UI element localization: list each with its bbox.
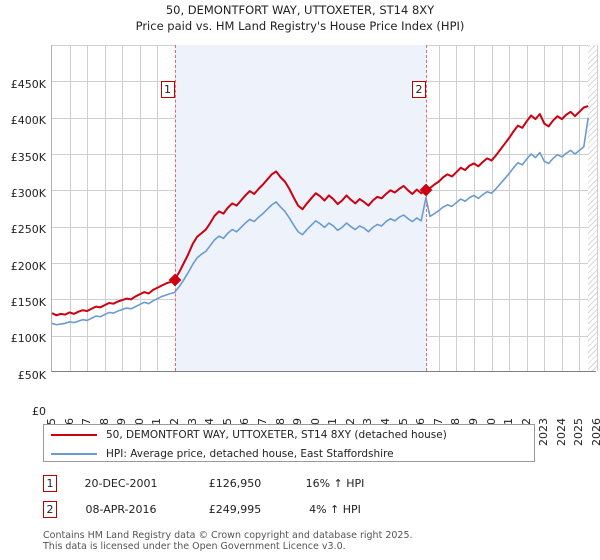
legend-item-price-paid: 50, DEMONTFORT WAY, UTTOXETER, ST14 8XY … — [44, 425, 534, 444]
gridline-vertical — [104, 45, 106, 371]
title-line-1: 50, DEMONTFORT WAY, UTTOXETER, ST14 8XY — [165, 3, 435, 17]
x-axis-tick-label: 2026 — [590, 418, 600, 446]
table-row: 2 08-APR-2016 £249,995 4% ↑ HPI — [43, 496, 543, 522]
gridline-vertical — [544, 45, 546, 371]
gridline-vertical — [139, 45, 141, 371]
gridline-vertical — [597, 45, 598, 371]
forecast-hatched-band — [588, 45, 597, 371]
y-axis-tick-label: £0 — [32, 405, 46, 418]
gridline-vertical — [87, 45, 89, 371]
y-axis-tick-label: £450K — [10, 78, 46, 91]
chart-legend: 50, DEMONTFORT WAY, UTTOXETER, ST14 8XY … — [43, 424, 535, 462]
transactions-table: 1 20-DEC-2001 £126,950 16% ↑ HPI 2 08-AP… — [43, 470, 543, 522]
copyright-footer: Contains HM Land Registry data © Crown c… — [43, 530, 583, 552]
transaction-hpi-1: 16% ↑ HPI — [305, 476, 365, 490]
annotation-marker-1[interactable]: 1 — [160, 81, 175, 98]
footer-line-1: Contains HM Land Registry data © Crown c… — [43, 530, 413, 541]
gridline-vertical — [491, 45, 493, 371]
transaction-hpi-2: 4% ↑ HPI — [309, 502, 361, 516]
gridline-vertical — [122, 45, 124, 371]
gridline-vertical — [438, 45, 440, 371]
transaction-date-2: 08-APR-2016 — [85, 502, 157, 516]
gridline-vertical — [526, 45, 528, 371]
y-axis-tick-label: £150K — [10, 296, 46, 309]
title-line-2: Price paid vs. HM Land Registry's House … — [135, 19, 465, 33]
y-axis-tick-label: £50K — [17, 368, 46, 382]
transaction-price-1: £126,950 — [208, 476, 262, 490]
y-axis-labels: £0 £50K £100K £150K £200K £250K £300K £350K £400… — [0, 40, 600, 418]
legend-label-hpi: HPI: Average price, detached house, East… — [106, 447, 394, 460]
x-axis-tick-label: 2025 — [572, 418, 586, 446]
y-axis-tick-label: £350K — [10, 150, 46, 164]
page-title: 50, DEMONTFORT WAY, UTTOXETER, ST14 8XY … — [0, 2, 600, 34]
transaction-marker-2: 2 — [43, 500, 57, 518]
legend-swatch-price-paid — [51, 433, 97, 436]
y-axis-tick-label: £100K — [10, 332, 46, 346]
gridline-vertical — [509, 45, 511, 371]
series-line-price-paid — [51, 105, 589, 317]
gridline-vertical — [473, 45, 475, 371]
legend-item-hpi: HPI: Average price, detached house, East… — [44, 444, 534, 463]
y-axis-tick-label: £200K — [10, 259, 46, 273]
table-row: 1 20-DEC-2001 £126,950 16% ↑ HPI — [43, 470, 543, 496]
y-axis-tick-label: £400K — [10, 114, 46, 128]
series-lines — [51, 105, 590, 326]
gridline-vertical — [69, 45, 71, 371]
annotation-marker-2[interactable]: 2 — [411, 81, 426, 98]
price-chart: £0 £50K £100K £150K £200K £250K £300K £350K £400… — [0, 40, 600, 446]
legend-swatch-hpi — [51, 452, 97, 455]
series-line-hpi — [51, 117, 590, 326]
gridline-vertical — [157, 45, 159, 371]
annotation-dashed-line-2 — [425, 45, 427, 371]
y-axis-tick-label: £250K — [10, 223, 46, 237]
legend-label-price-paid: 50, DEMONTFORT WAY, UTTOXETER, ST14 8XY … — [106, 428, 447, 441]
y-axis-tick-label: £300K — [10, 187, 46, 200]
gridline-vertical — [561, 45, 563, 371]
gridline-vertical — [579, 45, 581, 371]
x-axis-tick-label: 2023 — [537, 418, 551, 446]
footer-line-2: This data is licensed under the Open Gov… — [43, 541, 346, 552]
transaction-marker-1: 1 — [43, 474, 57, 492]
x-axis-tick-label: 2024 — [554, 418, 568, 446]
gridline-vertical — [456, 45, 458, 371]
transaction-price-2: £249,995 — [208, 502, 262, 516]
transaction-date-1: 20-DEC-2001 — [84, 476, 158, 490]
annotation-dashed-line-1 — [174, 45, 176, 371]
